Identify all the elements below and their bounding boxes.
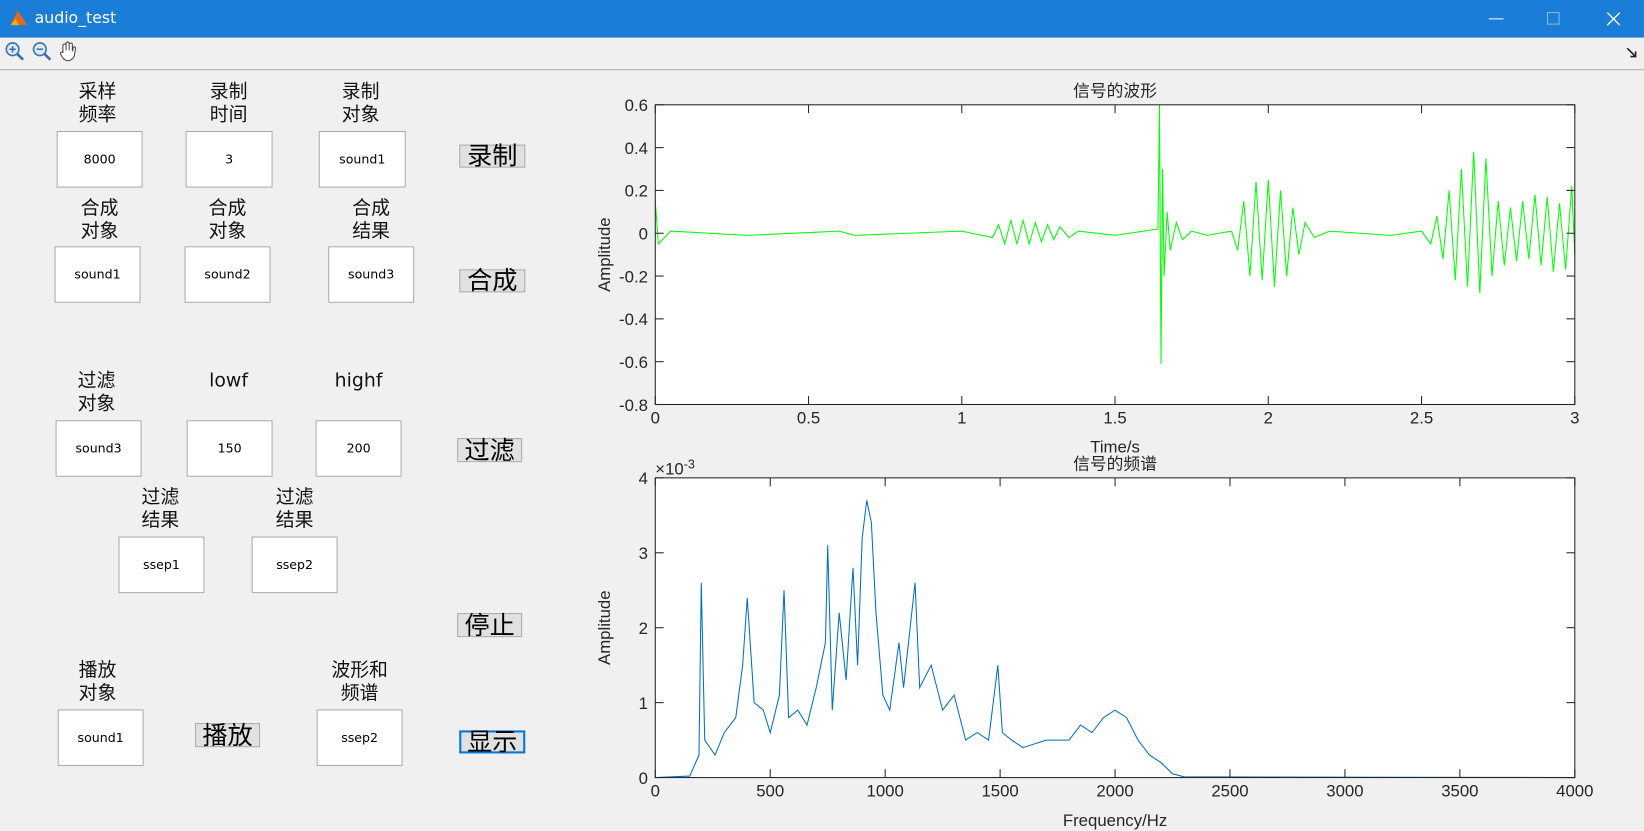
signal-line bbox=[655, 500, 1575, 779]
toolbar-icons bbox=[5, 41, 1637, 62]
text-field[interactable]: 200 bbox=[315, 420, 402, 477]
y-tick-label: 0 bbox=[639, 225, 648, 244]
x-tick-label: 1500 bbox=[981, 781, 1018, 800]
x-tick-label: 2000 bbox=[1096, 781, 1133, 800]
button[interactable]: 停止 bbox=[457, 613, 523, 638]
y-tick-label: -0.8 bbox=[619, 396, 648, 415]
toolbar bbox=[0, 37, 1644, 71]
x-tick-label: 0.5 bbox=[797, 408, 820, 427]
x-tick-label: 2.5 bbox=[1410, 408, 1433, 427]
window-title: audio_test bbox=[34, 8, 117, 28]
control-label: highf bbox=[334, 369, 383, 392]
y-tick-label: -0.4 bbox=[619, 310, 648, 329]
control-label: 波形和 频谱 bbox=[331, 659, 388, 705]
chart-title: 信号的波形 bbox=[1073, 81, 1157, 100]
text-field[interactable]: 3 bbox=[185, 130, 273, 188]
control-label: 合成 对象 bbox=[208, 197, 247, 243]
text-field[interactable]: ssep2 bbox=[316, 709, 403, 767]
chart-title: 信号的频谱 bbox=[1073, 454, 1157, 473]
x-axis-label: Frequency/Hz bbox=[1063, 811, 1167, 830]
control-label: 过滤 对象 bbox=[77, 369, 116, 415]
x-tick-label: 3 bbox=[1570, 408, 1579, 427]
y-tick-label: 4 bbox=[639, 469, 648, 488]
toolbar-dock-arrow[interactable] bbox=[1626, 47, 1637, 58]
text-field[interactable]: 8000 bbox=[56, 130, 143, 188]
y-tick-label: 0.6 bbox=[625, 96, 648, 115]
y-tick-label: 0.4 bbox=[625, 139, 648, 158]
plot-area bbox=[655, 104, 1575, 405]
x-axis-label: Time/s bbox=[1090, 438, 1140, 457]
pan-tool[interactable] bbox=[60, 41, 77, 62]
y-tick-label: -0.2 bbox=[619, 267, 648, 286]
text-field[interactable]: sound1 bbox=[57, 709, 144, 767]
x-tick-label: 1 bbox=[957, 408, 966, 427]
text-field[interactable]: 150 bbox=[186, 420, 273, 477]
y-tick-label: 0.2 bbox=[625, 182, 648, 201]
y-tick-label: 3 bbox=[639, 544, 648, 563]
signal-line bbox=[654, 104, 1576, 364]
text-field[interactable]: sound1 bbox=[54, 246, 141, 303]
control-label: 采样 频率 bbox=[78, 80, 117, 126]
plot-area bbox=[655, 477, 1575, 778]
x-tick-label: 1000 bbox=[867, 781, 904, 800]
button[interactable]: 合成 bbox=[459, 268, 526, 293]
y-axis-label: Amplitude bbox=[595, 217, 614, 292]
control-label: lowf bbox=[209, 369, 249, 392]
y-multiplier: ×10-3 bbox=[655, 457, 695, 478]
x-tick-label: 2500 bbox=[1211, 781, 1248, 800]
maximize-button[interactable] bbox=[1547, 12, 1560, 25]
x-tick-label: 4000 bbox=[1556, 781, 1593, 800]
button[interactable]: 录制 bbox=[459, 144, 526, 169]
button[interactable]: 过滤 bbox=[457, 438, 523, 463]
control-label: 合成 结果 bbox=[352, 197, 391, 243]
y-tick-label: -0.6 bbox=[619, 353, 648, 372]
app-icon-part bbox=[10, 18, 19, 26]
title-bar-icons bbox=[10, 10, 1621, 26]
y-tick-label: 0 bbox=[639, 769, 648, 788]
control-label: 播放 对象 bbox=[78, 659, 117, 705]
close-button[interactable] bbox=[1606, 12, 1621, 26]
control-label: 录制 对象 bbox=[341, 80, 380, 126]
y-tick-label: 2 bbox=[639, 619, 648, 638]
x-tick-label: 0 bbox=[651, 408, 660, 427]
text-field[interactable]: sound3 bbox=[328, 246, 415, 303]
text-field[interactable]: sound1 bbox=[318, 130, 406, 188]
y-multiplier-base: ×10 bbox=[655, 460, 683, 479]
control-label: 过滤 结果 bbox=[275, 486, 314, 532]
control-label: 过滤 结果 bbox=[141, 486, 180, 532]
button[interactable]: 播放 bbox=[195, 723, 261, 748]
x-tick-label: 2 bbox=[1264, 408, 1273, 427]
title-bar: audio_test bbox=[0, 0, 1644, 38]
x-tick-label: 0 bbox=[651, 781, 660, 800]
y-axis-label: Amplitude bbox=[595, 590, 614, 665]
zoom-in-tool[interactable] bbox=[5, 42, 24, 61]
control-label: 合成 对象 bbox=[80, 197, 119, 243]
zoom-out-tool[interactable] bbox=[32, 42, 52, 61]
text-field[interactable]: sound3 bbox=[55, 420, 142, 477]
text-field[interactable]: ssep2 bbox=[251, 536, 338, 594]
y-multiplier-exponent: -3 bbox=[684, 457, 695, 471]
y-tick-label: 1 bbox=[639, 694, 648, 713]
button[interactable]: 显示 bbox=[459, 729, 526, 755]
text-field[interactable]: ssep1 bbox=[118, 536, 205, 594]
x-tick-label: 3000 bbox=[1326, 781, 1363, 800]
x-tick-label: 500 bbox=[756, 781, 784, 800]
text-field[interactable]: sound2 bbox=[184, 246, 271, 303]
control-label: 录制 时间 bbox=[209, 80, 248, 126]
x-tick-label: 1.5 bbox=[1103, 408, 1126, 427]
x-tick-label: 3500 bbox=[1441, 781, 1478, 800]
